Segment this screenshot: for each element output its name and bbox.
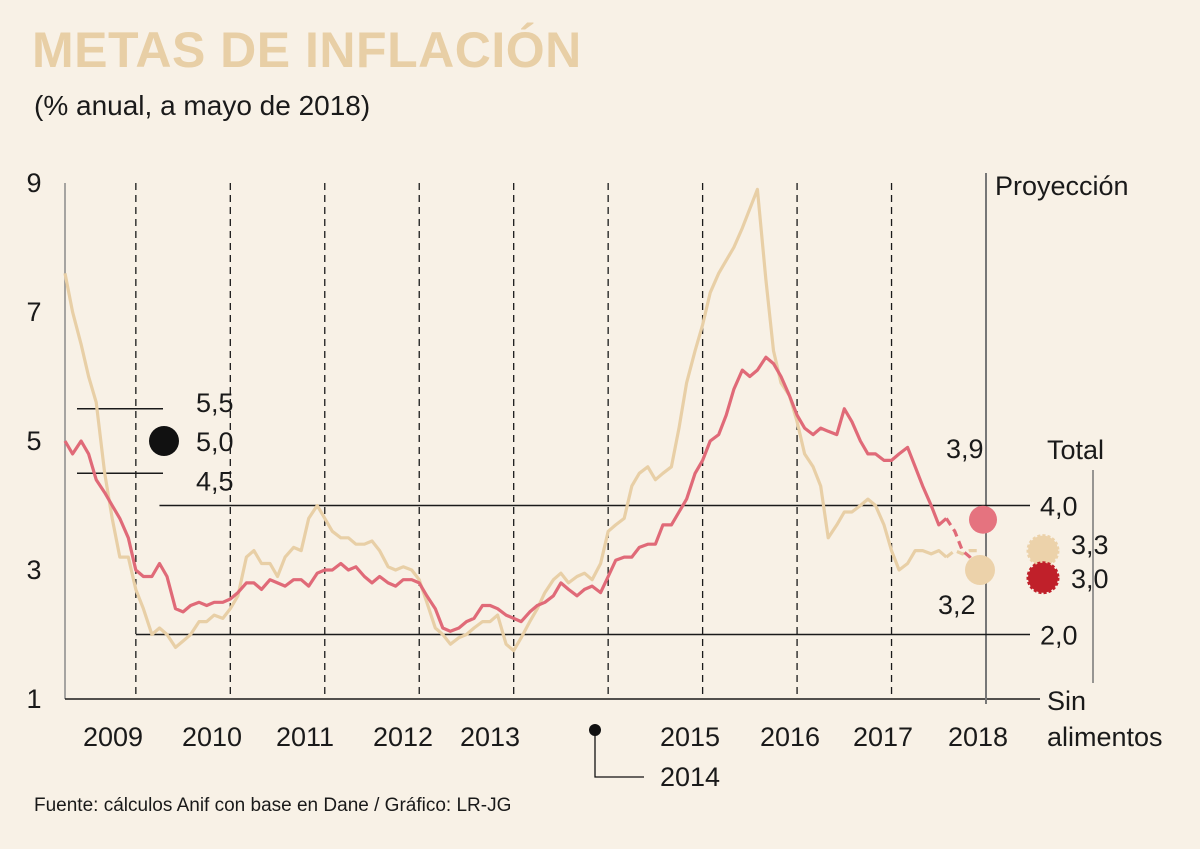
labels-layer: 1 3 5 7 9 Proyección 2009 2010 2011 2012 2013 2014 2… xyxy=(26,168,1162,792)
x-tick-label: 2012 xyxy=(373,722,433,752)
x-tick-label: 2016 xyxy=(760,722,820,752)
y-tick-label: 9 xyxy=(26,168,41,198)
target-value-label: 5,0 xyxy=(196,427,234,457)
x-tick-label: 2015 xyxy=(660,722,720,752)
y-tick-label: 1 xyxy=(26,684,41,714)
series-sin-alimentos-label-part: alimentos xyxy=(1047,722,1163,752)
value-annotation: 3,3 xyxy=(1071,530,1109,560)
series-total-label: Total xyxy=(1047,435,1104,465)
chart-subtitle: (% anual, a mayo de 2018) xyxy=(34,90,370,121)
chart-title: METAS DE INFLACIÓN xyxy=(32,22,582,78)
markers-layer xyxy=(149,426,1060,778)
target-lower-label: 4,5 xyxy=(196,466,234,496)
reference-label: 4,0 xyxy=(1040,492,1078,522)
series-sin-alimentos-projection xyxy=(945,548,979,559)
x-tick-label: 2013 xyxy=(460,722,520,752)
value-annotation: 3,9 xyxy=(946,434,984,464)
year-2014-leader xyxy=(594,730,644,778)
series-sin-alimentos-label-part: Sin xyxy=(1047,686,1086,716)
total-projection-marker xyxy=(1026,561,1060,595)
y-tick-label: 5 xyxy=(26,426,41,456)
x-tick-label: 2010 xyxy=(182,722,242,752)
series-sin-alimentos-label: Sin alimentos xyxy=(1047,686,1163,752)
source-note: Fuente: cálculos Anif con base en Dane /… xyxy=(34,795,511,816)
x-tick-label: 2014 xyxy=(660,762,720,792)
value-annotation: 3,2 xyxy=(938,590,976,620)
value-annotation: 3,0 xyxy=(1071,564,1109,594)
x-tick-label: 2009 xyxy=(83,722,143,752)
y-tick-label: 3 xyxy=(26,555,41,585)
sin-alimentos-projection-marker xyxy=(1026,534,1060,568)
series-total-line xyxy=(63,355,948,633)
target-2009-marker xyxy=(149,426,179,456)
series-lines xyxy=(63,187,980,653)
reference-lines xyxy=(77,408,1030,636)
grid-layer xyxy=(64,173,1094,704)
target-upper-label: 5,5 xyxy=(196,388,234,418)
reference-label: 2,0 xyxy=(1040,621,1078,651)
series-sin-alimentos-line xyxy=(63,187,948,653)
x-tick-label: 2018 xyxy=(948,722,1008,752)
x-tick-label: 2011 xyxy=(276,722,334,752)
total-2018-marker xyxy=(969,505,997,534)
projection-label: Proyección xyxy=(995,171,1129,201)
y-tick-label: 7 xyxy=(26,297,41,327)
sin-alimentos-2018-marker xyxy=(965,555,995,585)
x-tick-label: 2017 xyxy=(853,722,913,752)
